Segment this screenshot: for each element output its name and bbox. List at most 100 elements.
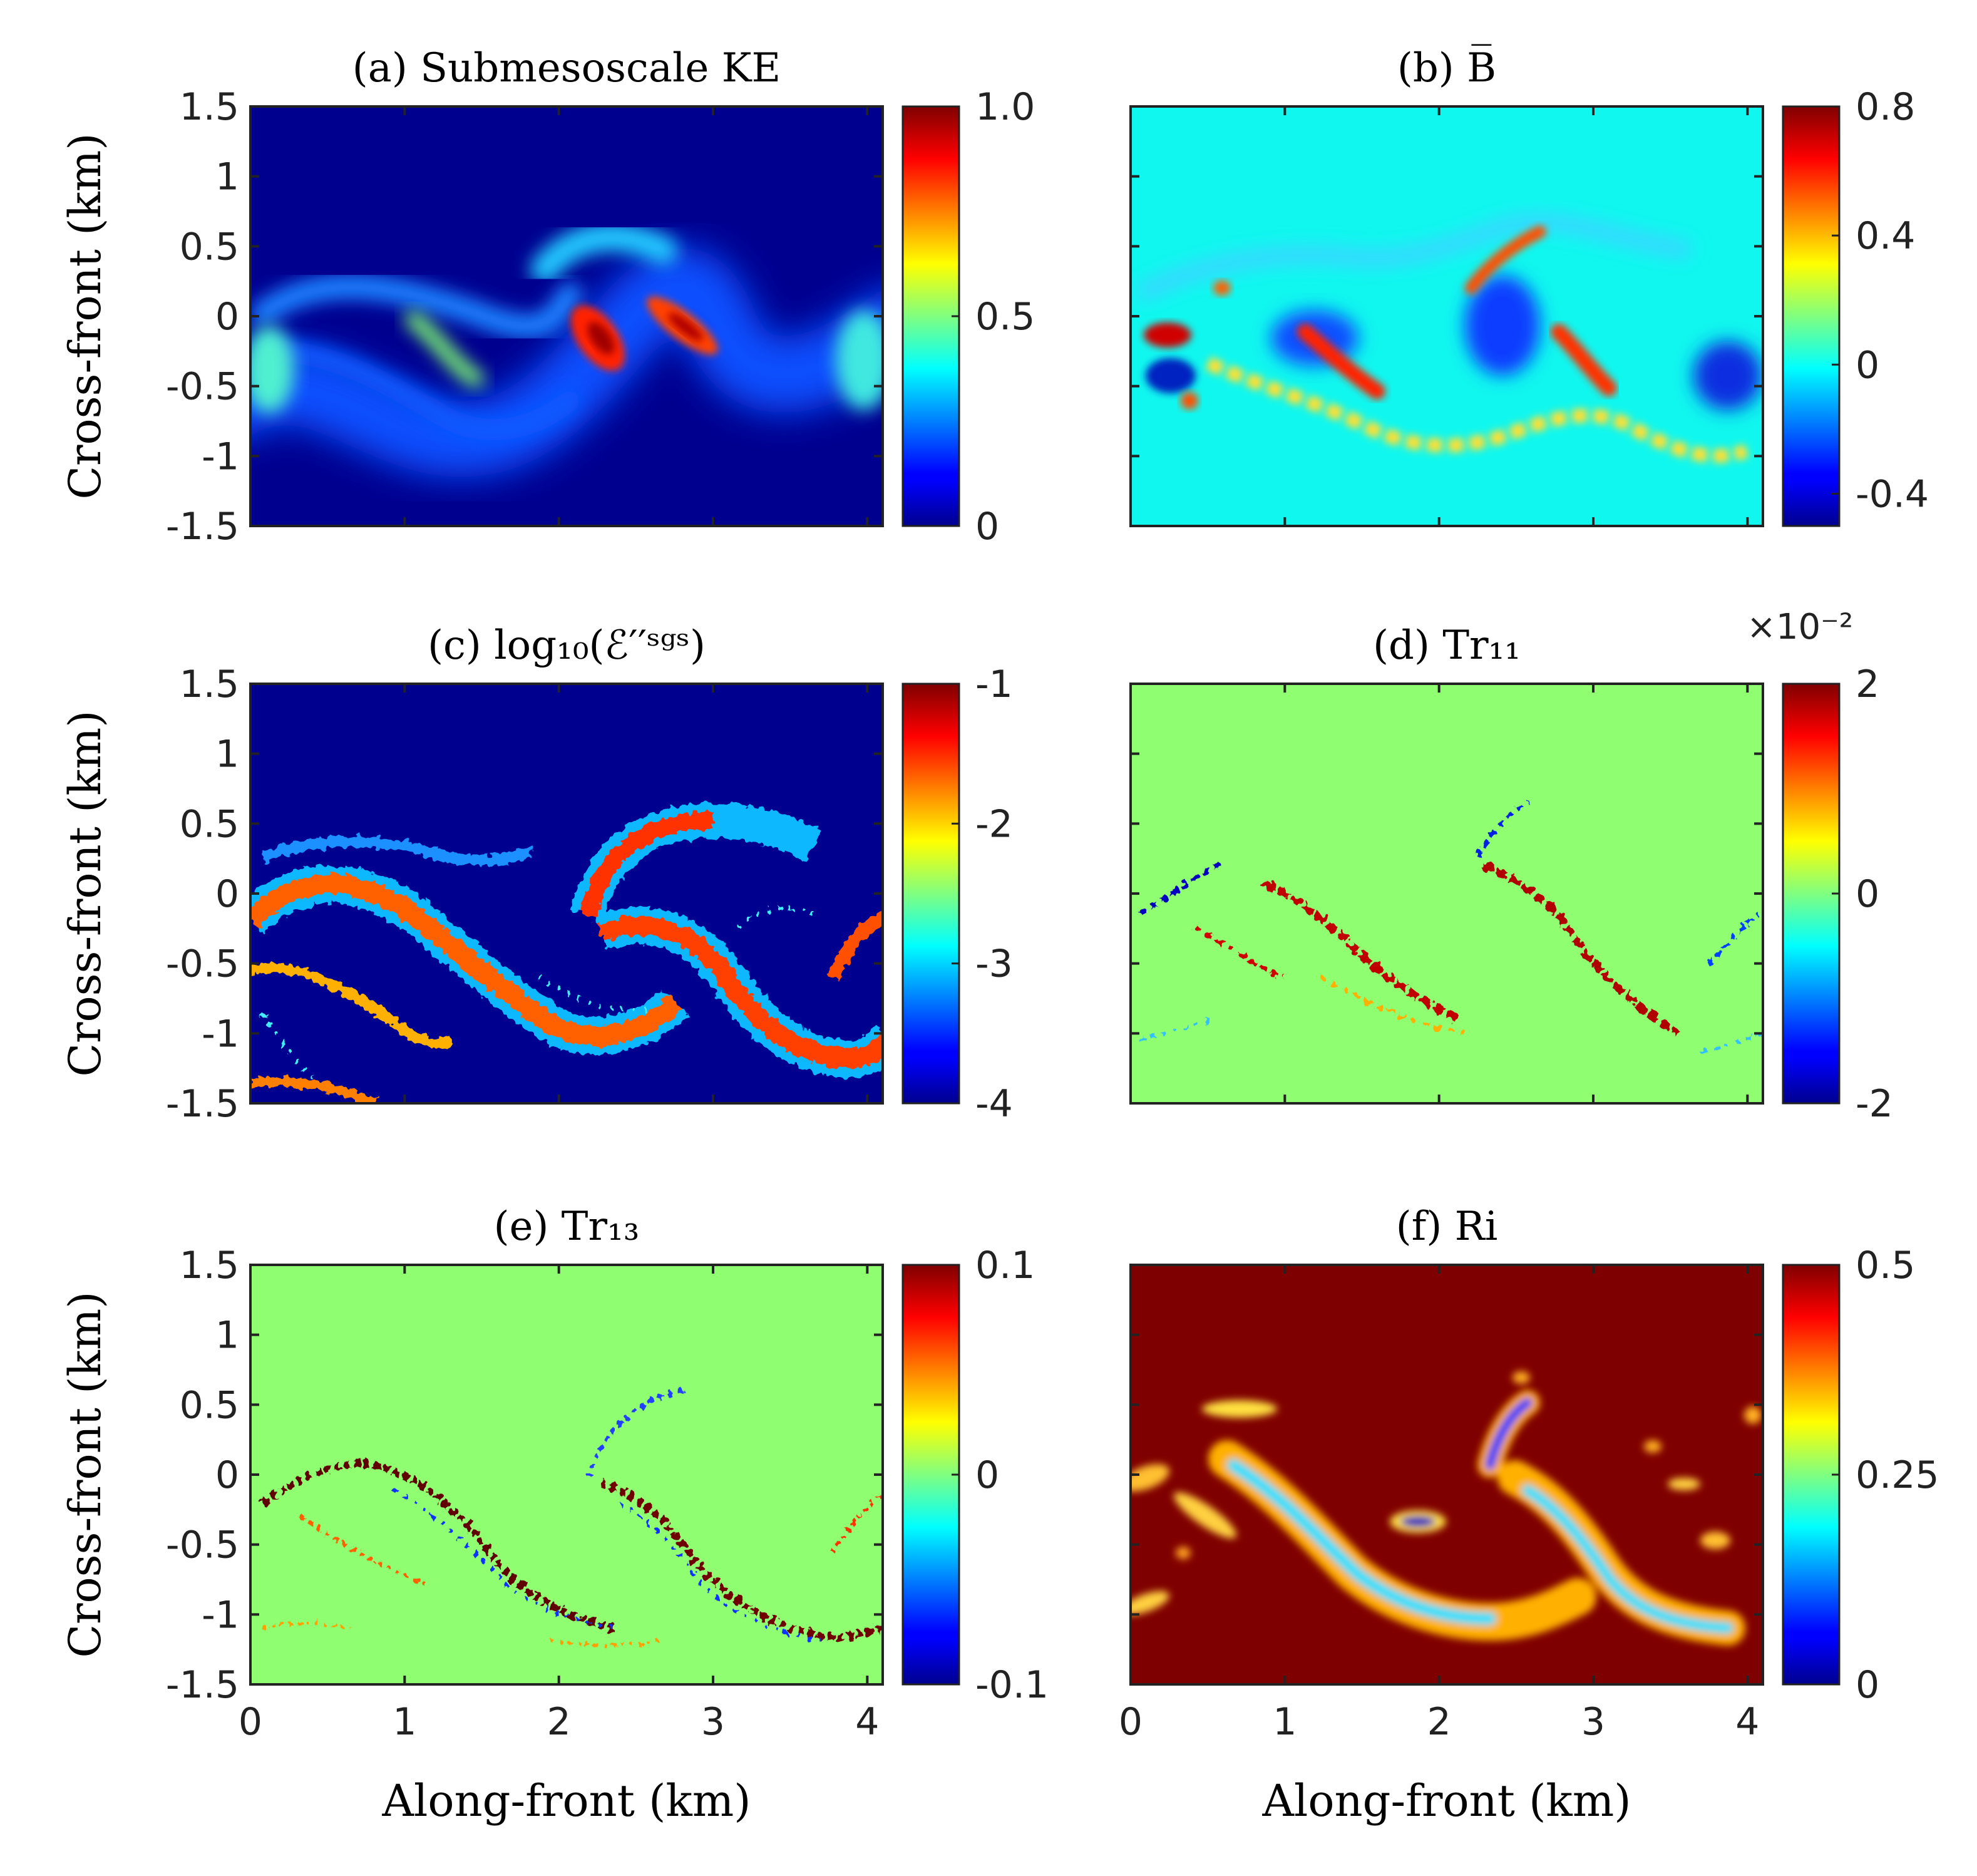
- panel-e: 0 1 2 3 4 1.5 1 0.5 0 -0.5 -1 -1.5 (e) Tr₁₃ Cross-f…: [59, 1203, 1049, 1827]
- x-tick-label: 3: [1581, 1700, 1605, 1744]
- x-tick-label: 3: [701, 1700, 725, 1744]
- panel-a-colorbar: [901, 105, 960, 527]
- y-tick-label: -1: [202, 1593, 239, 1637]
- panel-d-orange-band: [1320, 975, 1466, 1035]
- colorbar-tick-label: -1: [975, 662, 1013, 706]
- panel-b-yellow-band: [1205, 356, 1749, 463]
- colorbar-tick-label: 0: [1856, 1663, 1879, 1707]
- colorbar-tick-label: 2: [1856, 662, 1879, 706]
- y-tick-label: 1: [215, 1314, 239, 1358]
- panel-c-main-band: [250, 874, 684, 1046]
- colorbar-tick-label: 0.8: [1856, 85, 1915, 129]
- panel-d-cyan-line: [1139, 1019, 1763, 1054]
- panel-a-ylabel: Cross-front (km): [59, 133, 111, 499]
- colorbar-tick-label: 0: [975, 505, 999, 549]
- x-tick-label: 0: [1119, 1700, 1143, 1744]
- panel-f-blob-center-core: [1400, 1516, 1435, 1527]
- panel-e-band-2-blue: [619, 1501, 827, 1642]
- panel-a-colorbar-ticks: 1.0 0.5 0: [952, 85, 1035, 549]
- panel-d-blue-line-2: [1475, 800, 1529, 859]
- panel-b-eddy-left-dark: [1146, 358, 1196, 393]
- panel-f-blob-small-1: [1644, 1440, 1661, 1453]
- colorbar-tick-label: 0.1: [975, 1244, 1035, 1287]
- panel-f-blob-small-2: [1512, 1371, 1530, 1384]
- colorbar-tick-label: 0.4: [1856, 214, 1915, 258]
- panel-b-front-3: [1465, 225, 1546, 294]
- y-tick-label: -0.5: [166, 365, 239, 409]
- panel-f-blob-left: [1131, 1464, 1170, 1492]
- panel-b-field: [1135, 212, 1762, 463]
- y-tick-label: -0.5: [166, 1523, 239, 1567]
- panel-e-colorbar-ticks: 0.1 0 -0.1: [952, 1244, 1049, 1707]
- panel-c-right-edge: [827, 910, 883, 980]
- colorbar-tick-label: 0.5: [1856, 1244, 1915, 1287]
- panel-e-background: [250, 1265, 883, 1684]
- panel-a-left-edge: [250, 326, 294, 413]
- panel-d-field: [1137, 800, 1763, 1054]
- panel-e-colorbar: [901, 1264, 960, 1686]
- panel-b-ticks: [1129, 105, 1763, 527]
- panel-f-xlabel: Along-front (km): [1261, 1775, 1631, 1827]
- panel-d-red-band-2: [1482, 860, 1680, 1037]
- y-tick-label: 0.5: [180, 802, 239, 846]
- panel-f-low-ri-patches: [1131, 1371, 1762, 1646]
- y-tick-label: 1.5: [180, 662, 239, 706]
- panel-e-band-1: [260, 1460, 615, 1632]
- panel-b-front-2: [1551, 324, 1617, 396]
- colorbar-tick-label: 0: [1856, 872, 1879, 916]
- panel-b-eddy-mid: [1465, 276, 1540, 376]
- panel-f-hook: [1485, 1398, 1533, 1470]
- panel-d-title: (d) Tr₁₁: [1373, 622, 1521, 669]
- panel-f: 0 1 2 3 4 (f) Ri Along-front (km) 0.5 0.25 0: [1119, 1203, 1939, 1827]
- panel-b-background: [1131, 106, 1763, 526]
- panel-c-upper-wisp: [260, 835, 534, 867]
- panel-d-blue-line-1: [1137, 862, 1222, 917]
- x-tick-label: 2: [1427, 1700, 1451, 1744]
- panel-c-hook: [580, 812, 714, 916]
- y-tick-label: -1.5: [166, 1082, 239, 1126]
- panel-c-lower-left-band: [250, 962, 453, 1048]
- colorbar-tick-label: -3: [975, 942, 1013, 986]
- panel-b-blob-small: [1213, 281, 1231, 296]
- y-tick-label: 1.5: [180, 1244, 239, 1287]
- panel-d-red-band-1: [1263, 879, 1461, 1024]
- panel-b-colorbar: [1782, 105, 1841, 527]
- panel-f-blob-small-3: [1176, 1547, 1191, 1559]
- panel-a-hook: [530, 222, 678, 284]
- x-tick-label: 4: [855, 1700, 879, 1744]
- panel-c-bottom-band: [250, 1077, 377, 1103]
- panel-e-lower-left: [299, 1513, 427, 1586]
- panel-c-title: (c) log₁₀(ℰ′′ˢᵍˢ): [428, 622, 706, 669]
- panel-c: 1.5 1 0.5 0 -0.5 -1 -1.5 (c) log₁₀(ℰ′′ˢᵍˢ) Cro…: [59, 622, 1013, 1126]
- panel-f-blob-right-1: [1668, 1478, 1700, 1490]
- panel-d-red-band-3: [1194, 924, 1285, 979]
- y-tick-label: 1: [215, 733, 239, 776]
- x-tick-label: 4: [1735, 1700, 1759, 1744]
- panel-d-blue-line-3: [1707, 912, 1761, 966]
- y-tick-label: -1.5: [166, 505, 239, 549]
- panel-d-multiplier: ×10⁻²: [1747, 607, 1853, 647]
- panel-a-upper-arm: [250, 274, 582, 339]
- panel-d-ticks: [1129, 683, 1763, 1105]
- x-tick-label: 2: [547, 1700, 571, 1744]
- panel-a-field: [250, 222, 883, 477]
- panel-c-ticks: 1.5 1 0.5 0 -0.5 -1 -1.5: [166, 662, 883, 1126]
- y-tick-label: 0.5: [180, 1383, 239, 1427]
- colorbar-tick-label: -2: [1856, 1082, 1893, 1126]
- panel-a-ticks: 1.5 1 0.5 0 -0.5 -1 -1.5: [166, 85, 883, 549]
- y-tick-label: 1.5: [180, 85, 239, 129]
- panel-e-field: [260, 1388, 883, 1647]
- panel-a-title: (a) Submesoscale KE: [352, 45, 781, 91]
- panel-d-colorbar-ticks: 2 0 -2: [1832, 662, 1893, 1126]
- panel-b: (b) B̅ 0.8 0.4 0 -0.4: [1129, 43, 1929, 527]
- panel-b-title: (b) B̅: [1397, 43, 1496, 91]
- y-tick-label: -1.5: [166, 1663, 239, 1707]
- colorbar-tick-label: -2: [975, 802, 1013, 846]
- panel-c-field: [250, 802, 883, 1103]
- panel-a-core-left-inner: [587, 321, 615, 355]
- panel-a: 1.5 1 0.5 0 -0.5 -1 -1.5 (a) Submesoscale KE C…: [59, 45, 1035, 549]
- colorbar-tick-label: 0: [975, 1453, 999, 1497]
- panel-f-ticks: 0 1 2 3 4: [1119, 1264, 1763, 1744]
- x-tick-label: 1: [1273, 1700, 1297, 1744]
